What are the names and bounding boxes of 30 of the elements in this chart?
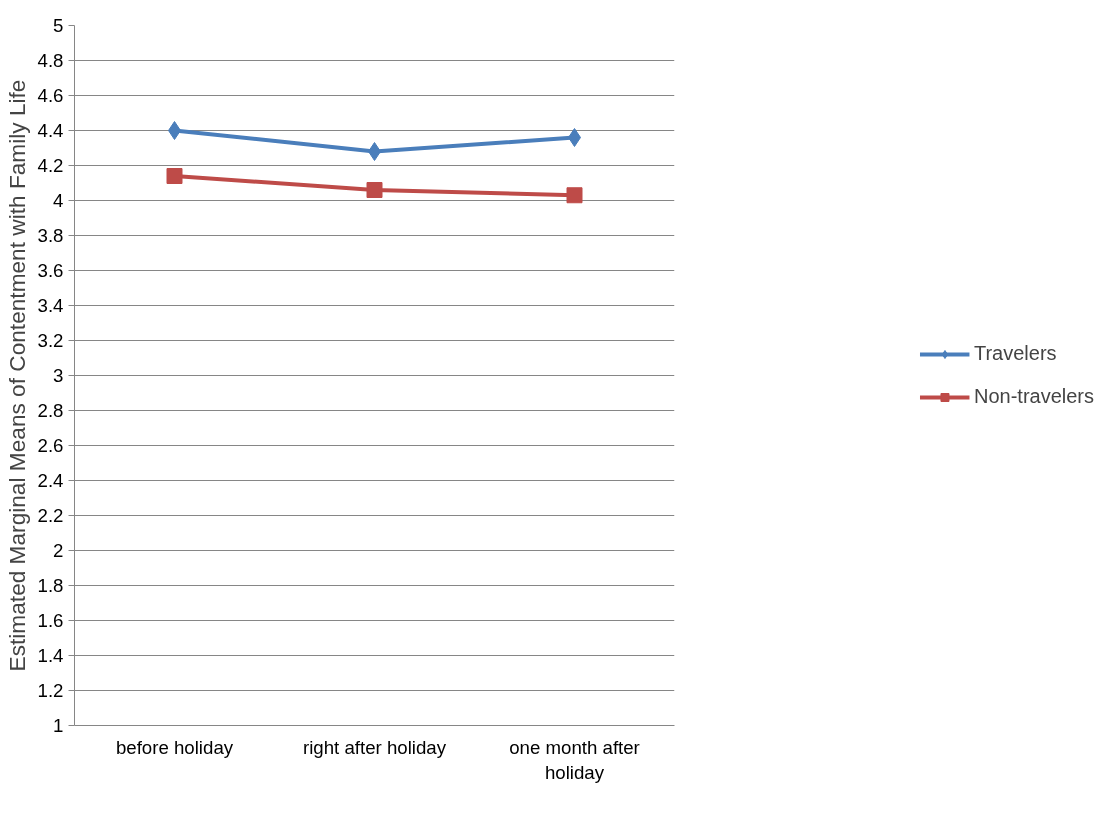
y-tick-label: 2	[53, 540, 64, 561]
y-tick-label: 4.4	[37, 120, 64, 141]
y-tick-label: 4	[53, 190, 64, 211]
y-tick-label: 3	[53, 365, 64, 386]
y-axis-title: Estimated Marginal Means of Contentment with Family Life	[3, 79, 30, 672]
x-tick-label: before holiday	[115, 736, 234, 758]
y-tick-label: 1.6	[37, 610, 64, 631]
y-tick-label: 3.2	[37, 330, 64, 351]
y-tick-label: 2.6	[37, 435, 64, 456]
y-tick-label: 1	[53, 715, 64, 736]
legend-label: Non-travelers	[973, 385, 1095, 408]
y-tick-label: 1.4	[37, 645, 64, 666]
point	[566, 187, 583, 204]
point	[166, 168, 183, 184]
legend-label: Travelers	[973, 342, 1057, 365]
y-tick-label: 4.8	[37, 50, 64, 71]
y-tick-label: 2.8	[37, 400, 64, 421]
y-tick-label: 5	[53, 15, 64, 36]
y-tick-label: 1.2	[37, 680, 64, 701]
point	[366, 182, 383, 198]
y-tick-label: 1.8	[37, 575, 64, 596]
y-tick-label: 3.6	[37, 260, 64, 281]
x-tick-label: one month after holiday	[509, 736, 640, 783]
y-tick-label: 4.2	[37, 155, 64, 176]
y-tick-label: 2.2	[37, 505, 64, 526]
y-tick-label: 3.8	[37, 225, 64, 246]
y-tick-label: 4.6	[37, 85, 64, 106]
x-tick-label: right after holiday	[302, 736, 447, 758]
y-tick-label: 3.4	[37, 295, 64, 316]
y-tick-label: 2.4	[37, 470, 64, 491]
